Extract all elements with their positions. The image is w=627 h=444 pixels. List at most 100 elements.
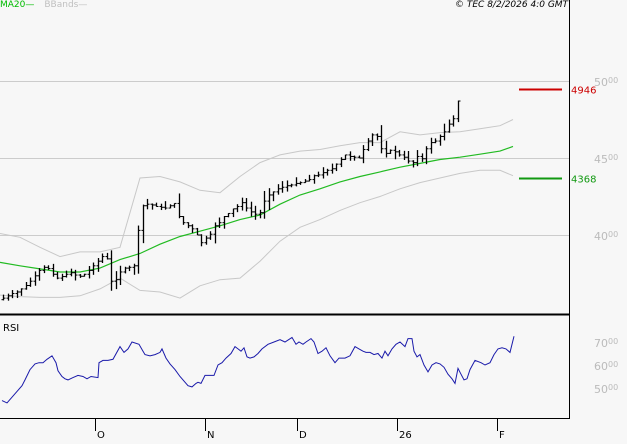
ohlc-bar [105, 252, 110, 260]
ohlc-bar [253, 205, 258, 220]
axis-tick-label: 5000 [594, 383, 618, 396]
ohlc-bar [276, 184, 281, 195]
ohlc-bar [267, 188, 272, 211]
ohlc-bar [159, 203, 164, 211]
ohlc-bar [181, 216, 186, 225]
bb-lower-band [0, 169, 514, 299]
support-level-label: 4368 [571, 175, 596, 186]
ohlc-bar [222, 215, 227, 229]
ohlc-bar [24, 281, 29, 290]
axis-tick-label: 4000 [594, 230, 618, 243]
ohlc-bar [213, 222, 218, 244]
ohlc-bar [163, 201, 168, 210]
bollinger-bands [0, 119, 514, 299]
ohlc-bar [442, 123, 447, 141]
ohlc-bar [388, 149, 393, 154]
ohlc-bar [339, 157, 344, 168]
bbands-swatch: — [78, 0, 88, 10]
axis-tick-label: 4500 [594, 153, 618, 166]
ohlc-bar [397, 149, 402, 157]
ohlc-bar [240, 197, 245, 211]
ohlc-bar [438, 134, 443, 146]
rsi-panel-label: RSI [3, 323, 19, 334]
ohlc-bar [451, 115, 456, 127]
ohlc-bar [19, 288, 24, 296]
ohlc-bar [456, 100, 461, 123]
ohlc-bar [154, 202, 159, 208]
ohlc-bar [145, 198, 150, 210]
x-tick-label: O [97, 430, 105, 440]
ohlc-bar [244, 198, 249, 212]
ohlc-bar [262, 190, 267, 219]
legend-ma20[interactable]: MA20— [0, 0, 35, 10]
ohlc-bar [46, 265, 51, 270]
ohlc-bar [60, 273, 65, 281]
chart-legend: MA20— BBands— [0, 0, 87, 11]
ohlc-bar [1, 294, 6, 301]
axis-tick-label: 7000 [594, 337, 618, 350]
ohlc-bar [406, 151, 411, 164]
ohlc-bar [402, 150, 407, 160]
ohlc-bar [312, 174, 317, 184]
ohlc-bar [6, 293, 11, 301]
ohlc-bar [325, 168, 330, 176]
ohlc-bar [177, 193, 182, 219]
ohlc-bar [307, 174, 312, 182]
ohlc-bar [370, 133, 375, 147]
ohlc-bar [141, 204, 146, 244]
bb-upper-band [0, 119, 514, 258]
x-tick-label: D [299, 430, 307, 440]
ohlc-bar [51, 263, 56, 277]
ohlc-bar [172, 202, 177, 208]
ohlc-bar [258, 209, 263, 219]
ohlc-bar [321, 167, 326, 179]
ohlc-bar [280, 181, 285, 193]
ohlc-bar [132, 263, 137, 275]
ohlc-bar [73, 269, 78, 281]
ohlc-bar [298, 181, 303, 185]
ohlc-bar [118, 265, 123, 286]
ohlc-bar [235, 204, 240, 213]
ohlc-bar [33, 271, 38, 286]
ohlc-bar [195, 227, 200, 236]
ohlc-bar [109, 250, 114, 291]
ohlc-bar [334, 163, 339, 172]
ohlc-bar [330, 163, 335, 174]
ohlc-bar [64, 270, 69, 278]
ohlc-bar [190, 224, 195, 233]
ohlc-bar [411, 160, 416, 168]
ohlc-bar [366, 138, 371, 152]
ohlc-bar [28, 277, 33, 287]
ohlc-bar [100, 253, 105, 264]
price-gridlines [0, 81, 569, 236]
price-axis-labels: 4000 4500 5000 [594, 76, 618, 243]
x-tick-label: 26 [399, 430, 412, 440]
ohlc-bar [186, 222, 191, 229]
ohlc-bar [303, 179, 308, 184]
ohlc-bar [10, 290, 15, 299]
legend-bbands[interactable]: BBands— [44, 0, 88, 10]
ohlc-bar [271, 191, 276, 202]
ohlc-bar [316, 171, 321, 178]
ohlc-bar [127, 265, 132, 272]
ohlc-bar [285, 180, 290, 192]
ohlc-bar [91, 262, 96, 275]
ohlc-bar [150, 203, 155, 210]
ohlc-bar [199, 234, 204, 247]
ohlc-bar [226, 212, 231, 218]
ohlc-bar [415, 150, 420, 167]
ohlc-bar [78, 274, 83, 278]
ohlc-bar [384, 140, 389, 158]
ohlc-bar [217, 217, 222, 228]
ohlc-bar [294, 177, 299, 187]
ohlc-bar [352, 155, 357, 161]
ohlc-bar [348, 151, 353, 161]
rsi-polyline [1, 336, 515, 404]
ohlc-bar [87, 266, 92, 279]
ohlc-bar [123, 266, 128, 274]
x-tick-label: N [207, 430, 214, 440]
ohlc-bar [208, 231, 213, 240]
ohlc-bar [96, 258, 101, 272]
